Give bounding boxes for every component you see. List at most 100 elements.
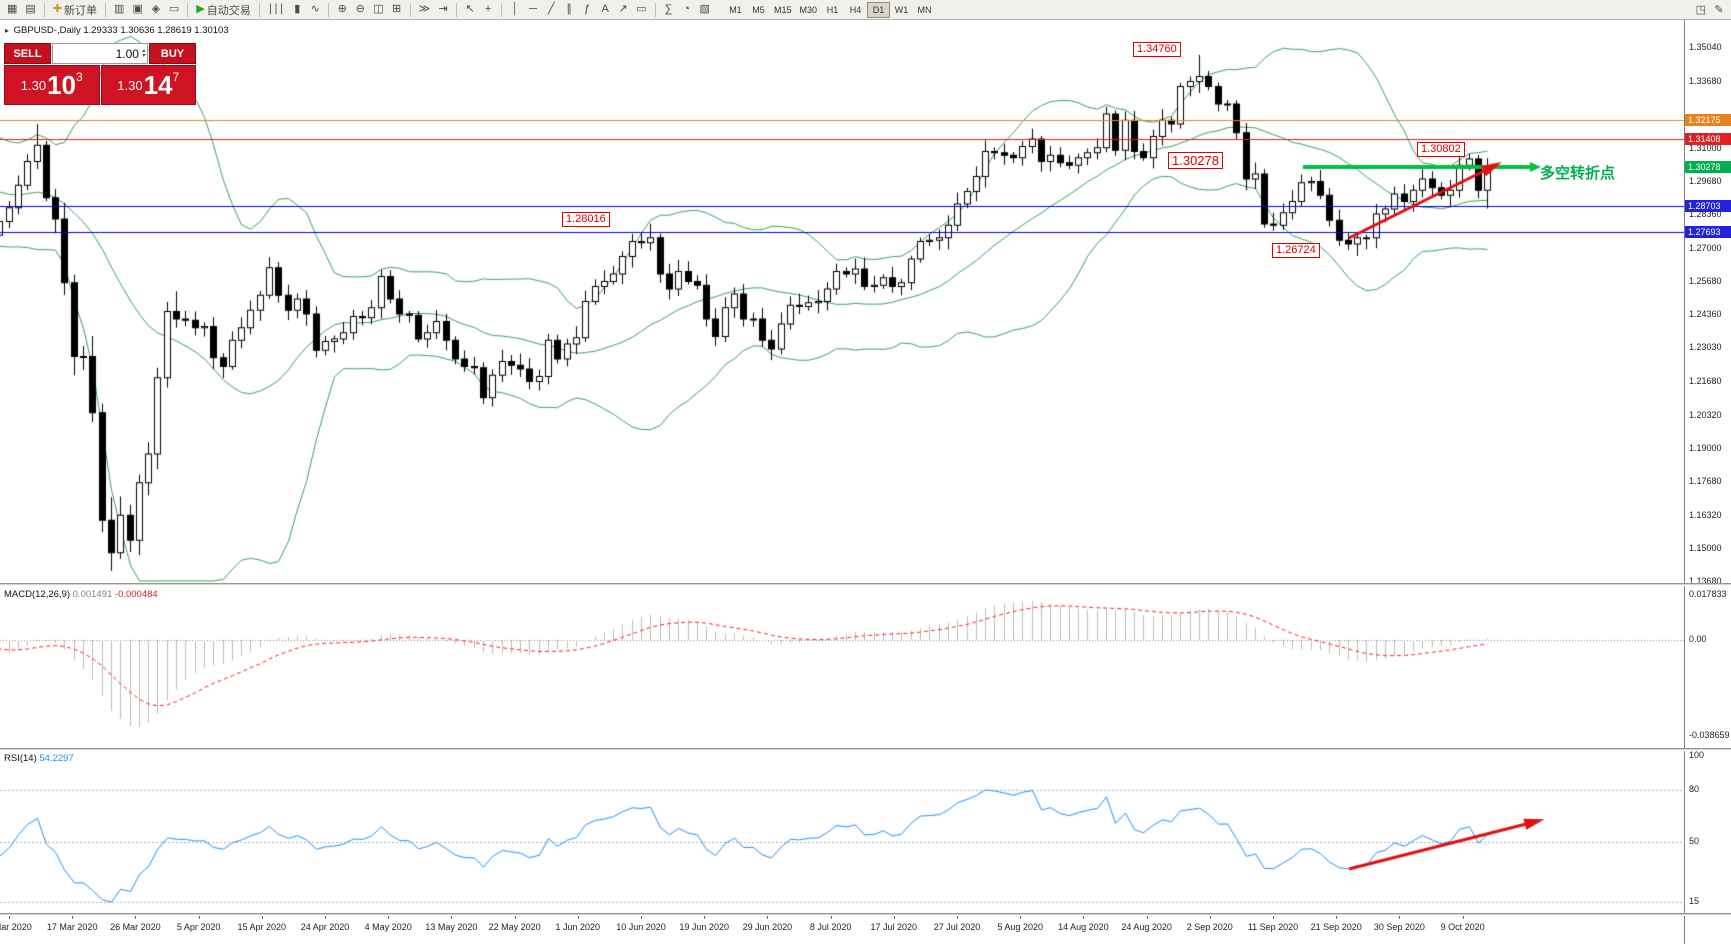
price-callout-130278[interactable]: 1.30278 xyxy=(1168,152,1223,169)
navigator-icon: ◈ xyxy=(151,3,161,15)
panel-splitter-rsi[interactable] xyxy=(0,748,1731,751)
timeframe-h4-button[interactable]: H4 xyxy=(844,2,867,18)
axis-tick xyxy=(262,916,263,919)
zoom-in-button[interactable]: ⊕ xyxy=(333,1,351,18)
new-order-button-label: 新订单 xyxy=(64,4,98,17)
tile-windows-button[interactable]: ◫ xyxy=(369,1,387,18)
chart-plot-canvas[interactable] xyxy=(0,0,1684,944)
templates-button[interactable]: ▧ xyxy=(696,1,714,18)
periods-button[interactable]: ◔ xyxy=(678,1,696,18)
trendline-button[interactable]: ╱ xyxy=(542,1,560,18)
arrow-tool-button[interactable]: ↗ xyxy=(614,1,632,18)
auto-scroll-button[interactable]: ≫ xyxy=(415,1,435,18)
navigator-button[interactable]: ◈ xyxy=(147,1,165,18)
date-label: 21 Sep 2020 xyxy=(1310,922,1362,932)
price-callout-126724[interactable]: 1.26724 xyxy=(1272,243,1320,258)
horizontal-line-icon: ─ xyxy=(529,3,538,15)
text-icon: A xyxy=(601,3,609,15)
timeframe-m15-button[interactable]: M15 xyxy=(770,2,796,18)
channel-button[interactable]: ∥ xyxy=(560,1,578,18)
date-label: 17 Mar 2020 xyxy=(46,922,98,932)
horizontal-line-button[interactable]: ─ xyxy=(524,1,542,18)
fibonacci-button[interactable]: ƒ xyxy=(578,1,596,18)
market-watch-button[interactable]: ▥ xyxy=(110,1,128,18)
timeframe-mn-button[interactable]: MN xyxy=(913,2,936,18)
panel-splitter-macd[interactable] xyxy=(0,583,1731,586)
sell-button[interactable]: SELL xyxy=(4,43,51,64)
axis-label: 1.20320 xyxy=(1689,410,1722,420)
bar-chart-button[interactable]: ∣∣∣ xyxy=(264,1,289,18)
new-chart-button[interactable]: ▦ xyxy=(3,1,21,18)
axis-label: 0.017833 xyxy=(1689,589,1727,600)
toolbar-separator xyxy=(258,2,260,17)
date-label: 5 Apr 2020 xyxy=(176,922,221,932)
time-axis[interactable]: 4 Mar 2020 17 Mar 2020 26 Mar 2020 5 Apr 20… xyxy=(0,916,1684,936)
axis-label: 1.28360 xyxy=(1689,209,1722,219)
grid-button[interactable]: ⊞ xyxy=(388,1,406,18)
price-callout-130802[interactable]: 1.30802 xyxy=(1417,142,1465,157)
date-label: 10 Jun 2020 xyxy=(616,922,666,932)
sell-price-button[interactable]: 1.30 10 3 xyxy=(4,65,100,105)
zoom-out-button[interactable]: ⊖ xyxy=(351,1,369,18)
price-callout-128016[interactable]: 1.28016 xyxy=(562,212,610,227)
date-label: 4 May 2020 xyxy=(364,922,412,932)
axis-tick xyxy=(388,916,389,919)
indicators-icon: ∑ xyxy=(664,3,673,15)
autotrade-button[interactable]: ▶ 自动交易 xyxy=(192,1,254,18)
timeframe-h1-button[interactable]: H1 xyxy=(821,2,844,18)
timeframe-m5-button[interactable]: M5 xyxy=(747,2,770,18)
volume-down-icon[interactable]: ▾ xyxy=(141,52,145,59)
volume-value: 1.00 xyxy=(115,46,139,61)
buy-price-pips: 14 xyxy=(143,70,173,100)
axis-label: 1.25680 xyxy=(1689,276,1722,286)
axis-label: 1.35040 xyxy=(1689,42,1722,52)
volume-spinner[interactable]: ▴ ▾ xyxy=(141,47,145,59)
vertical-line-button[interactable]: │ xyxy=(506,1,524,18)
timeframe-d1-button[interactable]: D1 xyxy=(866,1,890,18)
chart-shift-button[interactable]: ⇥ xyxy=(434,1,452,18)
profiles-icon: ▤ xyxy=(25,3,36,15)
buy-price-button[interactable]: 1.30 14 7 xyxy=(100,65,196,105)
text-button[interactable]: A xyxy=(596,1,614,18)
axis-tick xyxy=(894,916,895,919)
toolbar-main-group: ▦ ▤ ✚ 新订单 ▥ ▣ ◈ ▭ ▶ 自动交易 ∣∣∣ ▮ ∿ ⊕ ⊖ ◫ ⊞ ≫ ⇥ ↖ + │ ─ ╱ ∥ ƒ A ↗ ▭ ∑ ◔ ▧ xyxy=(3,1,714,18)
axis-label: 1.29680 xyxy=(1689,176,1722,186)
data-window-button[interactable]: ▣ xyxy=(128,1,146,18)
indicators-button[interactable]: ∑ xyxy=(660,1,678,18)
rsi-name: RSI(14) xyxy=(4,753,37,764)
timeframe-m1-button[interactable]: M1 xyxy=(724,2,747,18)
axis-label: 1.17680 xyxy=(1689,476,1722,486)
sell-price-base: 1.30 xyxy=(20,77,47,93)
window-arrange-button[interactable]: ◳ xyxy=(1692,1,1710,18)
axis-label: 1.15000 xyxy=(1689,543,1722,553)
axis-tick xyxy=(72,916,73,919)
buy-button[interactable]: BUY xyxy=(149,43,196,64)
timeframe-m30-button[interactable]: M30 xyxy=(795,2,821,18)
volume-stepper[interactable]: 1.00 ▴ ▾ xyxy=(52,43,148,64)
cursor-button[interactable]: ↖ xyxy=(461,1,479,18)
volume-up-icon[interactable]: ▴ xyxy=(141,47,145,54)
candlestick-chart-icon: ▮ xyxy=(294,3,301,15)
axis-tick xyxy=(641,916,642,919)
candlestick-chart-button[interactable]: ▮ xyxy=(288,1,306,18)
axis-tick xyxy=(704,916,705,919)
profiles-button[interactable]: ▤ xyxy=(21,1,39,18)
quick-edit-button[interactable]: ✎ xyxy=(1710,1,1728,18)
axis-label: 1.21680 xyxy=(1689,376,1722,386)
turning-point-annotation[interactable]: 多空转折点 xyxy=(1540,165,1616,182)
axis-tick xyxy=(767,916,768,919)
price-callout-134760[interactable]: 1.34760 xyxy=(1133,42,1181,57)
toolbar-separator xyxy=(43,2,45,17)
panel-splitter-dates[interactable] xyxy=(0,913,1731,916)
price-axis[interactable]: 1.35040 1.33680 1.31000 1.29680 1.28360 1.270… xyxy=(1684,0,1731,944)
axis-label: -0.038659 xyxy=(1689,730,1730,741)
shapes-button[interactable]: ▭ xyxy=(632,1,650,18)
line-chart-button[interactable]: ∿ xyxy=(306,1,324,18)
new-order-button[interactable]: ✚ 新订单 xyxy=(49,1,101,18)
timeframe-w1-button[interactable]: W1 xyxy=(890,2,913,18)
fibonacci-icon: ƒ xyxy=(584,3,591,15)
terminal-button[interactable]: ▭ xyxy=(165,1,183,18)
crosshair-button[interactable]: + xyxy=(479,1,497,18)
axis-label: 80 xyxy=(1689,784,1700,795)
templates-icon: ▧ xyxy=(699,3,710,15)
